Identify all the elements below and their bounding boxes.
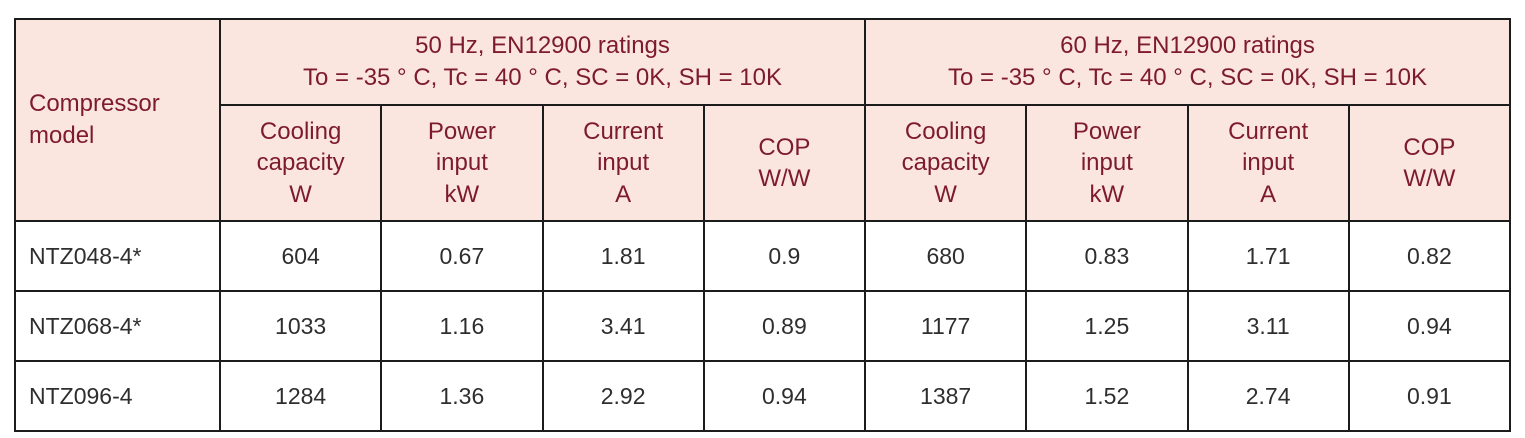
table-row: NTZ048-4* 604 0.67 1.81 0.9 680 0.83 1.7… (14, 220, 1512, 292)
compressor-ratings-table: Compressor model 50 Hz, EN12900 ratings … (14, 18, 1512, 432)
column-header-cooling-capacity-60hz: Cooling capacity W (863, 104, 1028, 222)
group-header-50hz: 50 Hz, EN12900 ratings To = -35 ° C, Tc … (219, 18, 866, 106)
data-cell: 2.74 (1186, 360, 1350, 432)
column-header-unit: W/W (758, 165, 811, 192)
data-cell: 1387 (863, 360, 1028, 432)
data-cell: 1.81 (541, 220, 705, 292)
column-header-unit: A (1260, 180, 1277, 208)
column-header-label: COP (758, 133, 811, 161)
column-header-unit: W (934, 180, 957, 208)
column-header-power-input-60hz: Power input kW (1025, 104, 1189, 222)
column-header-label: COP (1403, 133, 1456, 161)
data-cell: 0.82 (1347, 220, 1512, 292)
group-conditions-60hz: To = -35 ° C, Tc = 40 ° C, SC = 0K, SH =… (948, 64, 1427, 91)
data-cell: 0.91 (1347, 360, 1512, 432)
model-cell: NTZ096-4 (14, 360, 221, 432)
column-header-power-input-50hz: Power input kW (380, 104, 544, 222)
data-cell: 0.83 (1025, 220, 1189, 292)
model-cell: NTZ048-4* (14, 220, 221, 292)
column-header-unit: kW (1089, 180, 1125, 208)
table-row: NTZ068-4* 1033 1.16 3.41 0.89 1177 1.25 … (14, 290, 1512, 362)
data-cell: 1.52 (1025, 360, 1189, 432)
data-cell: 1284 (218, 360, 383, 432)
column-header-label: Cooling capacity (256, 118, 345, 177)
column-header-unit: W (289, 180, 312, 208)
column-header-unit: A (615, 180, 632, 208)
data-cell: 1.36 (380, 360, 544, 432)
column-header-unit: W/W (1403, 165, 1456, 192)
data-cell: 2.92 (541, 360, 705, 432)
group-header-row: Compressor model 50 Hz, EN12900 ratings … (14, 18, 1511, 222)
group-title-50hz: 50 Hz, EN12900 ratings (415, 31, 670, 59)
data-cell: 3.11 (1186, 290, 1350, 362)
data-cell: 0.94 (1347, 290, 1512, 362)
data-cell: 680 (863, 220, 1028, 292)
column-header-label: Current input (583, 118, 664, 177)
data-cell: 0.94 (702, 360, 867, 432)
column-header-label: Cooling capacity (901, 118, 990, 177)
column-header-cooling-capacity-50hz: Cooling capacity W (218, 104, 383, 222)
data-cell: 0.89 (702, 290, 867, 362)
data-cell: 604 (218, 220, 383, 292)
column-header-cop-50hz: COP W/W (702, 104, 867, 222)
data-cell: 1.25 (1025, 290, 1189, 362)
data-cell: 0.9 (702, 220, 867, 292)
group-conditions-50hz: To = -35 ° C, Tc = 40 ° C, SC = 0K, SH =… (303, 64, 782, 91)
data-cell: 1033 (218, 290, 383, 362)
table-row: NTZ096-4 1284 1.36 2.92 0.94 1387 1.52 2… (14, 360, 1512, 432)
column-header-unit: kW (444, 180, 480, 208)
data-cell: 1.71 (1186, 220, 1350, 292)
column-header-label: Current input (1228, 118, 1309, 177)
group-title-60hz: 60 Hz, EN12900 ratings (1060, 31, 1315, 59)
data-cell: 1177 (863, 290, 1028, 362)
column-header-current-input-50hz: Current input A (541, 104, 705, 222)
compressor-model-header: Compressor model (14, 18, 221, 222)
column-header-current-input-60hz: Current input A (1186, 104, 1350, 222)
group-header-60hz: 60 Hz, EN12900 ratings To = -35 ° C, Tc … (864, 18, 1511, 106)
column-header-label: Power input (1072, 118, 1141, 177)
column-header-cop-60hz: COP W/W (1347, 104, 1512, 222)
data-cell: 3.41 (541, 290, 705, 362)
model-cell: NTZ068-4* (14, 290, 221, 362)
data-cell: 0.67 (380, 220, 544, 292)
data-cell: 1.16 (380, 290, 544, 362)
column-header-label: Power input (427, 118, 496, 177)
column-header-row: Cooling capacity W Power input kW Curren… (15, 104, 1512, 222)
